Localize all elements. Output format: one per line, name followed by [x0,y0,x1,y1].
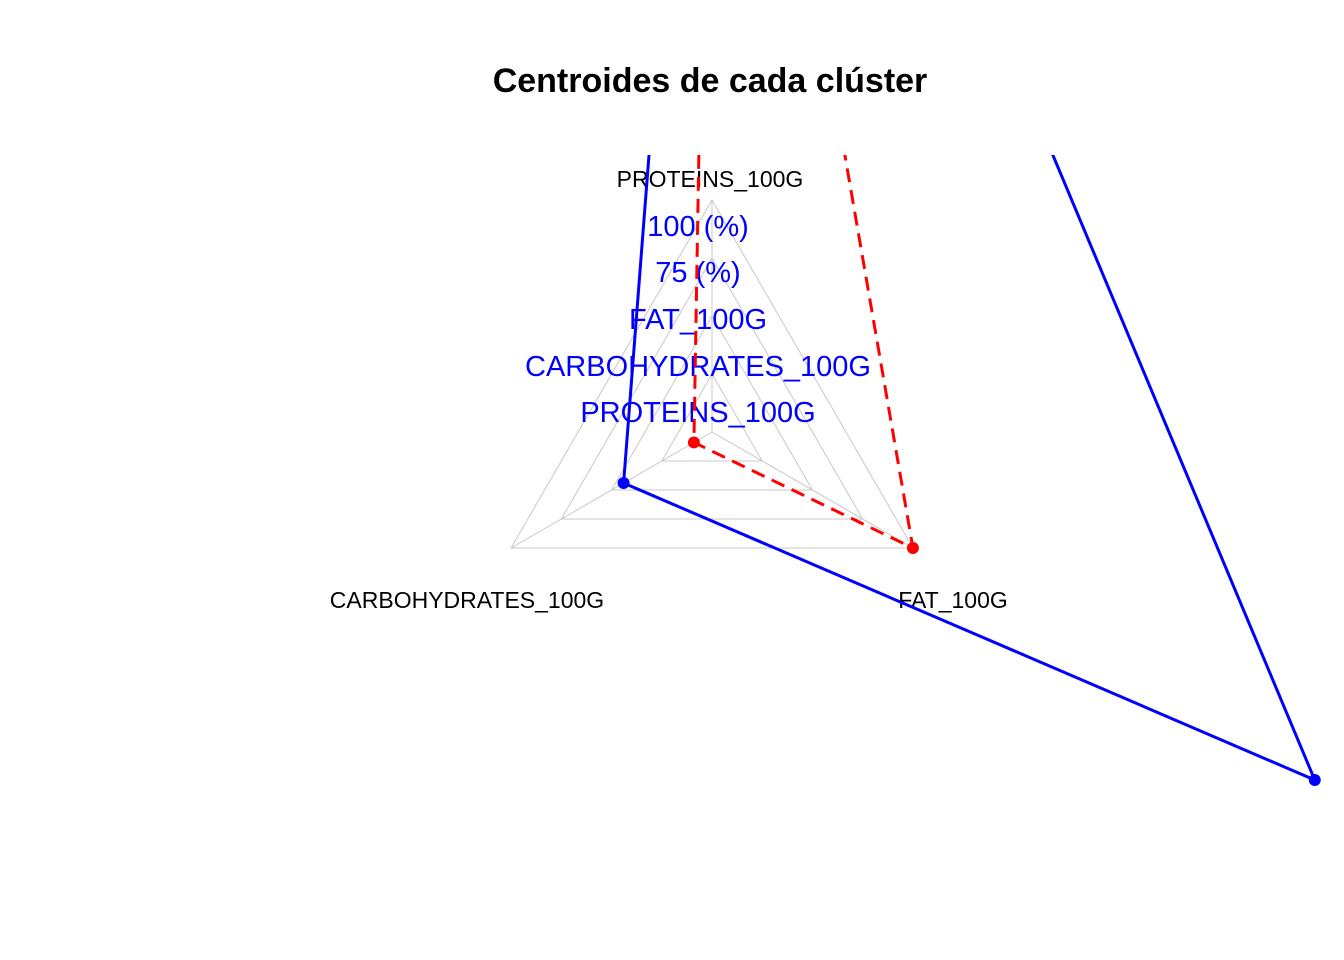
overlay-text-carbohydrates: CARBOHYDRATES_100G [525,351,871,383]
radar-grid [510,199,914,549]
grid-spoke [510,431,713,549]
series-1-point-2 [1308,774,1321,786]
series-2-point-2 [906,542,919,554]
series-line-1 [622,155,1317,782]
series-2-point-3 [687,436,700,449]
overlay-text-proteins: PROTEINS_100G [580,397,815,429]
grid-spoke [711,431,914,549]
grid-ring [560,256,864,520]
series-group [617,155,1321,786]
series-1-point-3 [617,477,630,490]
overlay-text-fat: FAT_100G [629,304,767,336]
chart-title: Centroides de cada clúster [493,62,928,100]
axis-label-carbohydrates: CARBOHYDRATES_100G [330,587,604,613]
grid-ring [660,373,764,462]
grid-ring [610,314,814,491]
series-line-2 [692,155,915,550]
axis-label-proteins: PROTEINS_100G [617,166,804,192]
grid-ring [510,199,914,549]
axis-labels: PROTEINS_100G FAT_100G CARBOHYDRATES_100… [330,166,1008,613]
